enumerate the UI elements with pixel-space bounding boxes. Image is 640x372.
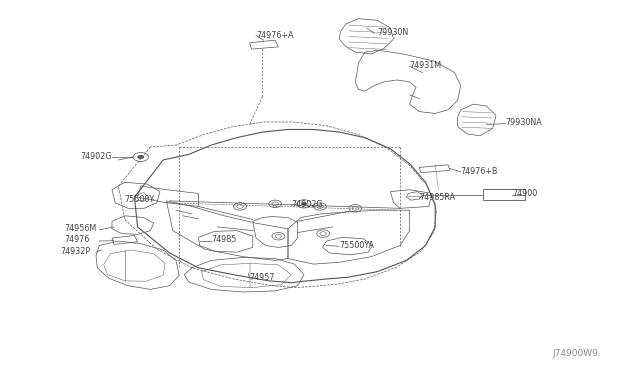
Text: 74956M: 74956M bbox=[64, 224, 96, 233]
Text: 74976+B: 74976+B bbox=[461, 167, 499, 176]
Text: 74902G: 74902G bbox=[80, 152, 111, 161]
Text: 74976: 74976 bbox=[64, 235, 90, 244]
Text: 74985: 74985 bbox=[211, 235, 237, 244]
Text: 74931M: 74931M bbox=[410, 61, 442, 70]
Text: 74957: 74957 bbox=[250, 273, 275, 282]
Text: 75500Y: 75500Y bbox=[125, 195, 155, 203]
Circle shape bbox=[138, 155, 144, 159]
Text: 74985RA: 74985RA bbox=[419, 193, 455, 202]
Text: 75500YA: 75500YA bbox=[339, 241, 374, 250]
Text: J74900W9: J74900W9 bbox=[552, 349, 598, 358]
Circle shape bbox=[301, 202, 307, 205]
Text: 74900: 74900 bbox=[512, 189, 537, 198]
Text: 79930NA: 79930NA bbox=[506, 118, 542, 127]
Text: 74902G: 74902G bbox=[291, 200, 323, 209]
Text: 79930N: 79930N bbox=[378, 28, 409, 37]
Text: 74932P: 74932P bbox=[61, 247, 91, 256]
Text: 74976+A: 74976+A bbox=[256, 31, 294, 40]
